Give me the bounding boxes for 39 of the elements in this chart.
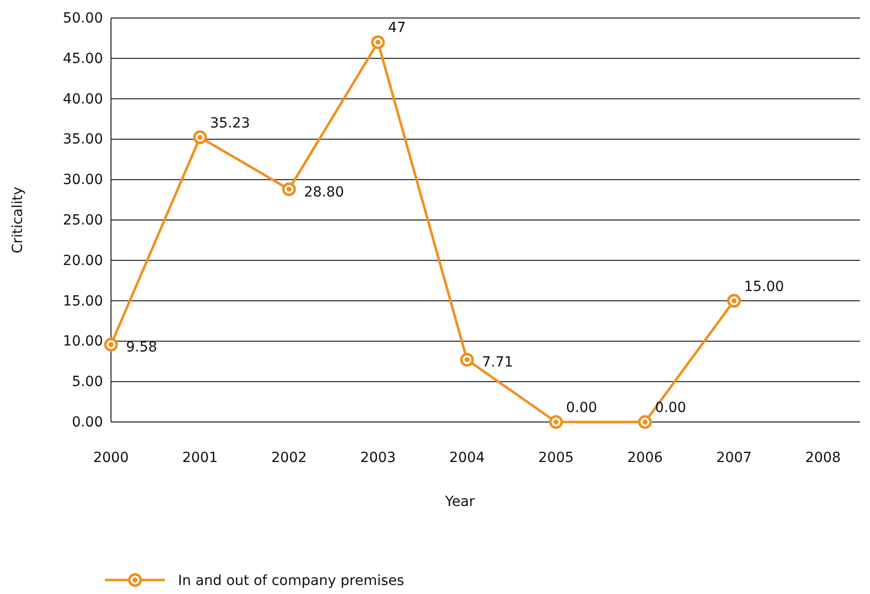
y-tick-label: 20.00 bbox=[62, 252, 103, 269]
y-tick-label: 40.00 bbox=[62, 91, 103, 108]
y-tick-label: 30.00 bbox=[62, 172, 103, 188]
y-axis-title: Criticality bbox=[10, 186, 26, 254]
point bbox=[638, 415, 652, 429]
data-label: 28.80 bbox=[304, 184, 344, 200]
point bbox=[727, 294, 741, 308]
point bbox=[193, 130, 207, 144]
x-tick-label: 2005 bbox=[538, 450, 574, 466]
x-axis-title: Year bbox=[444, 494, 476, 510]
x-tick-label: 2003 bbox=[360, 450, 396, 466]
point bbox=[282, 182, 296, 196]
x-tick-label: 2006 bbox=[627, 450, 663, 466]
x-tick-label: 2002 bbox=[271, 450, 307, 466]
data-label: 0.00 bbox=[566, 400, 598, 416]
y-tick-label: 25.00 bbox=[62, 212, 103, 228]
data-label: 9.58 bbox=[126, 340, 158, 356]
point bbox=[460, 352, 474, 367]
x-tick-label: 2008 bbox=[805, 450, 841, 466]
point bbox=[371, 35, 385, 50]
point bbox=[549, 415, 563, 429]
y-tick-label: 45.00 bbox=[62, 50, 103, 67]
legend-label: In and out of company premises bbox=[178, 573, 404, 589]
y-tick-label: 10.00 bbox=[62, 334, 103, 350]
y-tick-label: 35.00 bbox=[62, 132, 103, 148]
x-tick-label: 2004 bbox=[449, 450, 485, 466]
x-tick-label: 2000 bbox=[93, 450, 129, 466]
x-tick-label: 2001 bbox=[182, 450, 218, 466]
data-label: 47 bbox=[388, 20, 406, 36]
data-label: 0.00 bbox=[655, 400, 686, 416]
y-tick-label: 15.00 bbox=[62, 293, 103, 310]
point bbox=[104, 338, 118, 352]
y-tick-label: 50.00 bbox=[62, 10, 103, 26]
data-label: 15.00 bbox=[744, 278, 784, 295]
data-label: 7.71 bbox=[482, 354, 514, 371]
data-label: 35.23 bbox=[210, 115, 250, 132]
y-tick-label: 5.00 bbox=[72, 374, 103, 390]
x-tick-label: 2007 bbox=[716, 450, 752, 466]
y-tick-label: 0.00 bbox=[72, 414, 103, 430]
